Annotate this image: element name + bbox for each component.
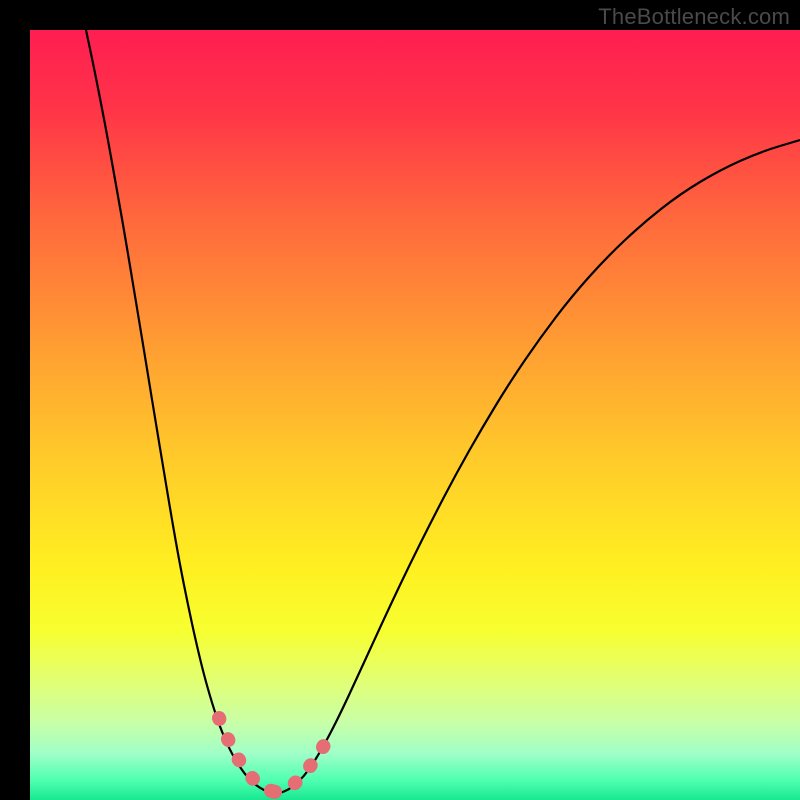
dot-overlay-right (274, 734, 330, 792)
dot-overlay-left (219, 718, 274, 792)
curve-left-branch (86, 30, 274, 794)
curve-layer (30, 30, 800, 800)
plot-area (30, 30, 800, 800)
figure-root: TheBottleneck.com (0, 0, 800, 800)
watermark-text: TheBottleneck.com (598, 4, 790, 30)
curve-right-branch (274, 140, 800, 794)
